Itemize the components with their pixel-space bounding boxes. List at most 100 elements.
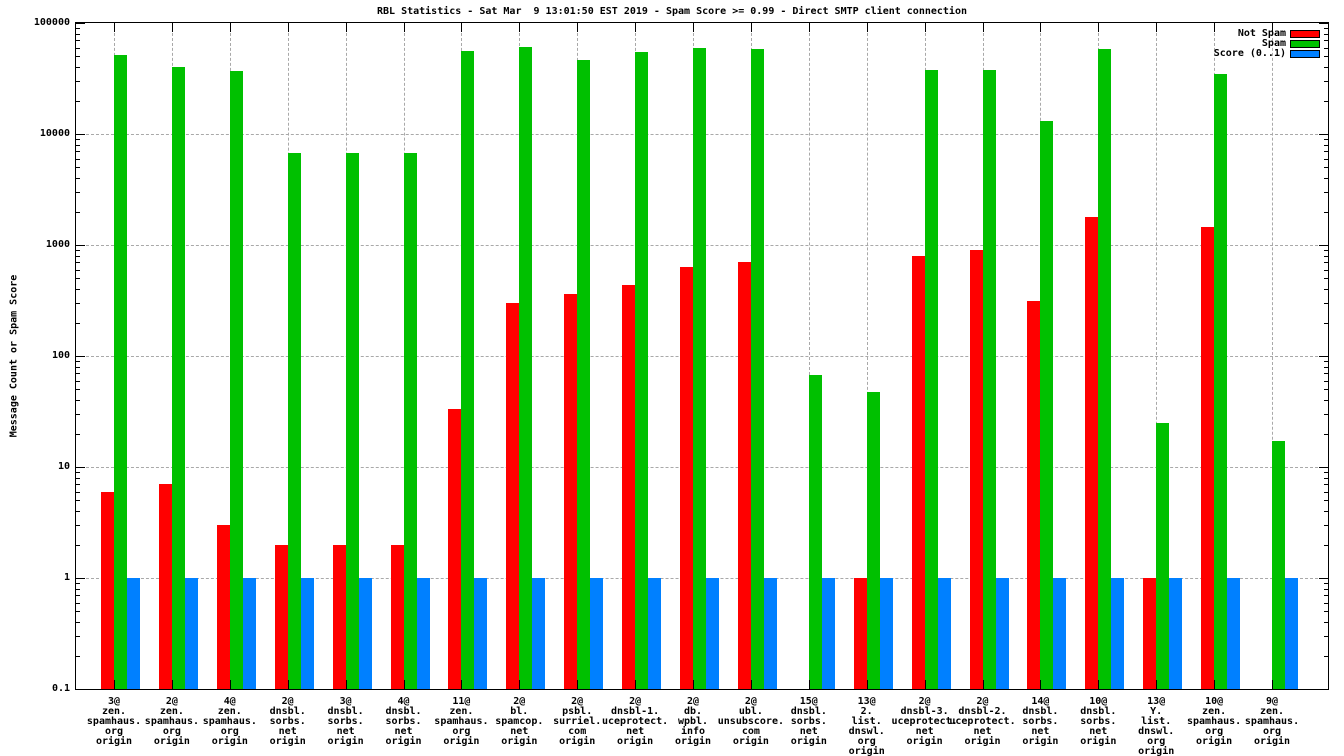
x-group-label: 2@ db. wpbl. info origin <box>633 697 753 747</box>
x-group-label-line: dnsbl-2. <box>958 706 1007 717</box>
x-group-label-line: spamhaus. <box>86 716 142 727</box>
bar-not-spam <box>332 545 346 689</box>
x-tick-bottom <box>519 680 521 689</box>
y-minor-tick-left <box>76 484 80 486</box>
x-group-label-line: 3@ <box>107 696 121 707</box>
x-group-label-line: uceprotect. <box>891 716 958 727</box>
bar-spam <box>114 55 127 689</box>
x-group-label-line: 2@ <box>165 696 178 707</box>
bar-score <box>995 578 1009 689</box>
x-group-label-line: spamhaus. <box>144 716 199 727</box>
x-tick-bottom <box>1214 680 1216 689</box>
x-tick-top <box>1156 23 1158 32</box>
bar-score <box>532 578 546 689</box>
x-group-label-line: psbl. <box>562 706 593 717</box>
x-group-label-line: zen. <box>1259 706 1285 717</box>
bar-score <box>937 578 951 689</box>
x-group-label: 10@ dnsbl. sorbs. net origin <box>1038 697 1158 747</box>
x-group-label-line: 2@ <box>571 696 584 707</box>
y-minor-tick-left <box>76 47 80 49</box>
x-group-label: 2@ psbl. surriel. com origin <box>517 697 637 747</box>
y-minor-tick-left <box>76 269 80 271</box>
y-minor-tick-left <box>76 167 80 169</box>
y-minor-tick-right <box>1324 151 1328 153</box>
y-major-tick-right <box>1319 689 1328 690</box>
x-group-label: 4@ dnsbl. sorbs. net origin <box>344 697 464 747</box>
x-group-label-line: org <box>1205 726 1224 737</box>
x-group-label-line: 10@ <box>1089 696 1108 707</box>
x-group-label-line: zen. <box>217 706 242 717</box>
y-minor-tick-right <box>1324 595 1328 597</box>
x-group-label-line: dnsbl. <box>1022 706 1059 717</box>
y-minor-tick-left <box>76 472 80 474</box>
x-group-label-line: origin <box>848 746 885 756</box>
y-minor-tick-right <box>1324 544 1328 546</box>
x-group-label-line: org <box>162 726 181 737</box>
x-group-label-line: db. <box>683 706 703 717</box>
x-tick-top <box>287 23 289 32</box>
bar-spam <box>866 392 880 689</box>
y-minor-tick-left <box>76 655 80 657</box>
x-group-label: 9@ zen. spamhaus. org origin <box>1212 697 1332 747</box>
x-group-label-line: origin <box>269 736 306 747</box>
x-group-label-line: net <box>394 726 413 737</box>
y-minor-tick-right <box>1324 366 1328 368</box>
x-group-label: 3@ zen. spamhaus. org origin <box>54 697 174 747</box>
y-major-tick-right <box>1319 467 1328 468</box>
x-group-label-line: net <box>973 726 992 737</box>
x-tick-top <box>635 23 637 32</box>
y-minor-tick-left <box>76 262 80 264</box>
y-tick-label: 1000 <box>45 239 70 250</box>
x-group-label-line: dnsbl. <box>269 706 306 717</box>
y-minor-tick-right <box>1324 178 1328 180</box>
x-group-label-line: spamhaus. <box>1244 716 1300 727</box>
y-major-tick-left <box>76 578 85 579</box>
y-major-tick-right <box>1319 23 1328 24</box>
bar-spam <box>1214 74 1228 689</box>
legend-swatch <box>1290 40 1320 48</box>
bar-spam <box>750 49 764 689</box>
y-tick-label: 1 <box>63 572 70 583</box>
x-group-label-line: 2@ <box>629 696 642 707</box>
bar-not-spam <box>158 484 172 689</box>
y-minor-tick-left <box>76 361 80 363</box>
x-group-label-line: com <box>568 726 587 737</box>
y-minor-tick-left <box>76 158 80 160</box>
x-group-label-line: spamhaus. <box>1187 716 1242 727</box>
x-tick-top <box>982 23 984 32</box>
x-group-label-line: dnsbl. <box>385 706 422 717</box>
bar-spam <box>345 153 359 689</box>
x-group-label-line: list. <box>851 716 882 727</box>
bar-spam <box>287 153 301 689</box>
y-minor-tick-left <box>76 178 80 180</box>
y-minor-tick-left <box>76 611 80 613</box>
x-tick-bottom <box>403 680 405 689</box>
x-group-label-line: org <box>452 726 471 737</box>
y-minor-tick-right <box>1324 389 1328 391</box>
x-group-label-line: 2@ <box>513 696 526 707</box>
y-minor-tick-right <box>1324 255 1328 257</box>
x-tick-top <box>924 23 926 32</box>
bar-score <box>763 578 777 689</box>
x-tick-bottom <box>1098 680 1100 689</box>
x-tick-top <box>403 23 405 32</box>
x-group-label-line: net <box>278 726 297 737</box>
bar-score <box>300 578 314 689</box>
y-minor-tick-left <box>76 366 80 368</box>
x-group-label-line: origin <box>1253 736 1291 747</box>
x-group-label-line: spamhaus. <box>202 716 257 727</box>
y-minor-tick-left <box>76 477 80 479</box>
y-minor-tick-left <box>76 583 80 585</box>
chart-title: RBL Statistics - Sat Mar 9 13:01:50 EST … <box>376 6 967 17</box>
x-group-label: 2@ dnsbl-1. uceprotect. net origin <box>575 697 695 747</box>
x-group-label: 13@ Y. list. dnswl. org origin <box>1096 697 1216 756</box>
x-group-label-line: net <box>799 726 818 737</box>
y-minor-tick-right <box>1324 511 1328 513</box>
x-tick-bottom <box>114 680 115 689</box>
bar-score <box>590 578 604 689</box>
x-group-label-line: 2@ <box>281 696 294 707</box>
bar-not-spam <box>216 525 230 689</box>
x-group-label-line: spamhaus. <box>434 716 489 727</box>
y-minor-tick-right <box>1324 167 1328 169</box>
bar-not-spam <box>1027 301 1041 689</box>
